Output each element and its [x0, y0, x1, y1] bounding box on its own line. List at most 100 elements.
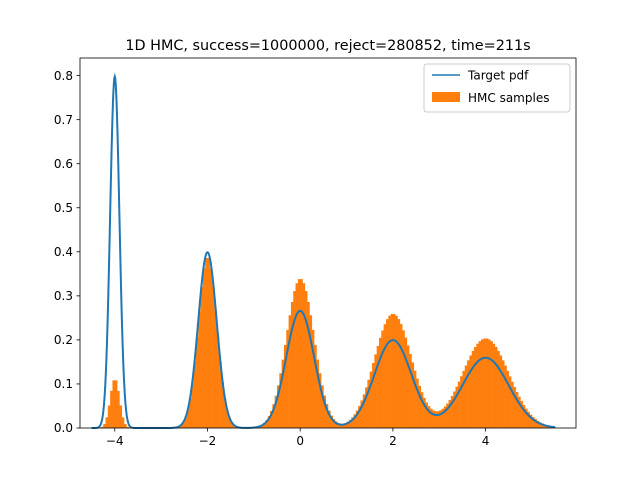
- histogram-bar: [492, 343, 496, 428]
- legend-label-target-pdf: Target pdf: [467, 69, 529, 83]
- histogram-bar: [494, 347, 498, 428]
- histogram-bar: [381, 330, 384, 428]
- histogram-bar: [110, 390, 113, 428]
- legend-box: [423, 63, 571, 113]
- histogram-bar: [341, 423, 345, 428]
- histogram-bar: [202, 268, 206, 428]
- histogram-bar: [374, 354, 377, 428]
- histogram-bar: [464, 365, 468, 428]
- histogram-bar: [126, 426, 129, 428]
- histogram-bar: [283, 344, 287, 428]
- histogram-bar: [325, 404, 329, 428]
- histogram-bar: [453, 391, 456, 428]
- histogram-bar: [383, 324, 387, 428]
- x-tick-label: −4: [106, 434, 124, 448]
- histogram-bar: [392, 313, 396, 428]
- histogram-bar: [538, 422, 542, 428]
- histogram-bar: [522, 405, 526, 428]
- histogram-bar: [105, 417, 109, 428]
- legend-bar-swatch: [432, 92, 460, 102]
- y-tick-label: 0.6: [54, 157, 73, 171]
- histogram-bar: [277, 385, 280, 428]
- histogram-bar: [286, 329, 289, 428]
- histogram-bar: [314, 344, 317, 428]
- histogram-bar: [221, 382, 224, 428]
- histogram-bar: [413, 370, 417, 428]
- histogram-bar: [367, 379, 371, 428]
- histogram-bar: [346, 421, 350, 428]
- x-axis: −4 −2 0 2 4: [106, 428, 490, 448]
- histogram-bar: [124, 424, 127, 428]
- histogram-bar: [469, 355, 472, 428]
- histogram-bar: [321, 385, 324, 428]
- histogram-bar: [529, 414, 533, 428]
- histogram-bar: [226, 410, 229, 428]
- y-axis: 0.0 0.1 0.2 0.3 0.4 0.5 0.6 0.7 0.8: [54, 69, 80, 435]
- histogram-bar: [112, 380, 116, 428]
- histogram-bar: [270, 410, 273, 428]
- histogram-bar: [353, 414, 357, 428]
- histogram-bar: [385, 319, 389, 428]
- x-tick-label: 4: [482, 434, 490, 448]
- histogram-bar: [200, 287, 204, 428]
- histogram-bar: [462, 370, 466, 428]
- histogram-bar: [397, 319, 401, 428]
- histogram-bar: [411, 362, 415, 428]
- histogram-bar: [232, 425, 236, 428]
- histogram-bar: [501, 360, 505, 428]
- histogram-bar: [511, 381, 514, 428]
- histogram-bar: [302, 283, 306, 428]
- histogram-bar: [117, 390, 120, 428]
- histogram-bar: [515, 391, 519, 428]
- histogram-bar: [209, 268, 213, 428]
- histogram-bar: [318, 373, 322, 428]
- y-tick-label: 0.5: [54, 201, 73, 215]
- histogram-bar: [337, 423, 340, 428]
- histogram-bar: [365, 387, 368, 428]
- histogram-bar: [311, 329, 315, 428]
- histogram-bar: [404, 337, 408, 428]
- histogram-bar: [485, 338, 489, 428]
- histogram-bar: [362, 394, 366, 428]
- histogram-bar: [409, 353, 412, 428]
- histogram-bar: [436, 411, 440, 428]
- histogram-bar: [293, 291, 296, 428]
- histogram-bar: [119, 405, 123, 428]
- histogram-bar: [536, 420, 540, 428]
- histogram-bar: [355, 410, 359, 428]
- histogram-bar: [228, 417, 231, 428]
- histogram-bar: [378, 337, 382, 428]
- y-tick-label: 0.0: [54, 421, 73, 435]
- histogram-bar: [323, 395, 326, 428]
- histogram-bar: [416, 378, 419, 428]
- histogram-bar: [402, 330, 405, 428]
- histogram-bar: [372, 363, 375, 428]
- histogram-bar: [186, 410, 190, 428]
- histogram-bar: [290, 302, 294, 428]
- histogram-bar: [263, 422, 266, 428]
- histogram-bar: [107, 405, 111, 428]
- histogram-bar: [527, 411, 530, 428]
- y-tick-label: 0.7: [54, 113, 73, 127]
- histogram-bar: [351, 417, 354, 428]
- histogram-bars: [100, 258, 556, 428]
- histogram-bar: [443, 406, 447, 428]
- histogram-bar: [348, 419, 352, 428]
- histogram-bar: [525, 408, 528, 428]
- histogram-bar: [358, 405, 361, 428]
- histogram-bar: [390, 313, 394, 428]
- histogram-bar: [434, 411, 438, 428]
- histogram-bar: [441, 408, 445, 428]
- histogram-bar: [483, 338, 486, 428]
- histogram-bar: [508, 376, 512, 428]
- histogram-bar: [114, 380, 118, 428]
- histogram-bar: [513, 386, 517, 428]
- histogram-bar: [330, 415, 333, 428]
- histogram-bar: [369, 371, 373, 428]
- histogram-bar: [216, 337, 220, 428]
- y-tick-label: 0.3: [54, 289, 73, 303]
- y-tick-label: 0.2: [54, 333, 73, 347]
- legend-label-hmc-samples: HMC samples: [468, 91, 549, 105]
